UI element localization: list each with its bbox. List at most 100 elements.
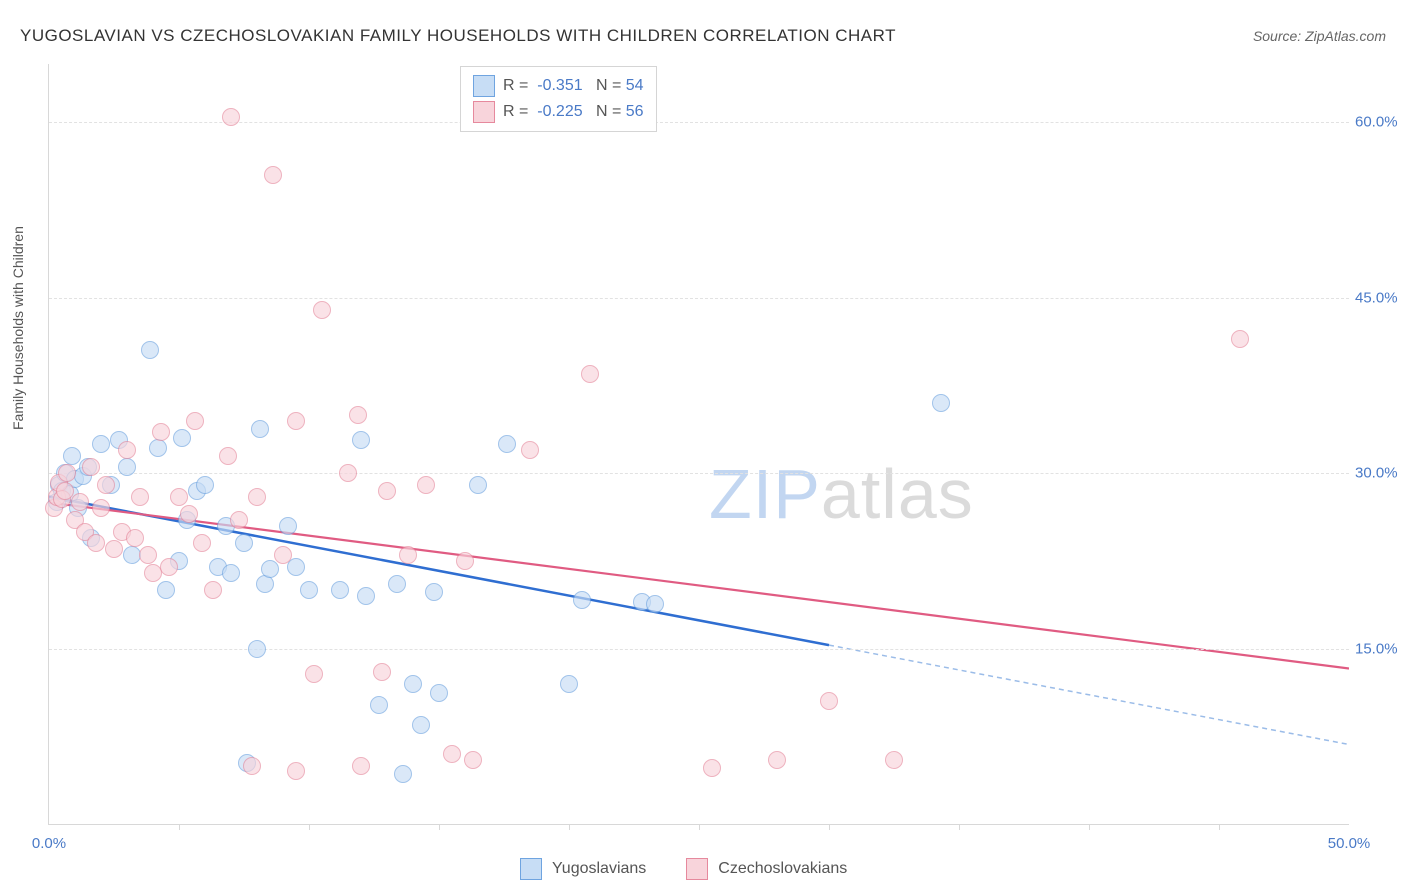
x-tick-mark: [699, 824, 700, 830]
grid-line: [49, 473, 1349, 474]
regression-line-extrapolated: [829, 645, 1349, 744]
chart-title: YUGOSLAVIAN VS CZECHOSLOVAKIAN FAMILY HO…: [20, 26, 896, 46]
legend-swatch: [473, 75, 495, 97]
data-point: [186, 412, 204, 430]
x-tick-label: 0.0%: [32, 835, 66, 852]
x-tick-mark: [439, 824, 440, 830]
data-point: [300, 581, 318, 599]
y-tick-label: 45.0%: [1355, 289, 1406, 306]
series-legend: YugoslaviansCzechoslovakians: [520, 858, 847, 880]
data-point: [464, 751, 482, 769]
stats-legend-row: R = -0.351 N = 54: [473, 73, 644, 99]
data-point: [394, 765, 412, 783]
watermark: ZIPatlas: [709, 454, 974, 534]
data-point: [274, 546, 292, 564]
data-point: [388, 575, 406, 593]
x-tick-mark: [959, 824, 960, 830]
data-point: [768, 751, 786, 769]
grid-line: [49, 122, 1349, 123]
data-point: [339, 464, 357, 482]
data-point: [287, 412, 305, 430]
stats-legend: R = -0.351 N = 54R = -0.225 N = 56: [460, 66, 657, 132]
y-tick-label: 15.0%: [1355, 640, 1406, 657]
data-point: [703, 759, 721, 777]
source-label: Source: ZipAtlas.com: [1253, 28, 1386, 44]
data-point: [118, 441, 136, 459]
legend-swatch: [520, 858, 542, 880]
data-point: [126, 529, 144, 547]
legend-swatch: [473, 101, 495, 123]
data-point: [235, 534, 253, 552]
data-point: [425, 583, 443, 601]
data-point: [521, 441, 539, 459]
chart-plot-area: ZIPatlas 15.0%30.0%45.0%60.0%0.0%50.0%: [48, 64, 1349, 825]
data-point: [378, 482, 396, 500]
data-point: [196, 476, 214, 494]
data-point: [498, 435, 516, 453]
data-point: [92, 499, 110, 517]
data-point: [58, 464, 76, 482]
data-point: [399, 546, 417, 564]
grid-line: [49, 649, 1349, 650]
data-point: [219, 447, 237, 465]
data-point: [141, 341, 159, 359]
data-point: [63, 447, 81, 465]
data-point: [469, 476, 487, 494]
data-point: [560, 675, 578, 693]
x-tick-mark: [829, 824, 830, 830]
data-point: [573, 591, 591, 609]
stats-text: R = -0.351 N = 54: [503, 73, 644, 99]
series-legend-label: Czechoslovakians: [718, 860, 847, 878]
stats-text: R = -0.225 N = 56: [503, 99, 644, 125]
x-tick-mark: [1219, 824, 1220, 830]
data-point: [412, 716, 430, 734]
data-point: [305, 665, 323, 683]
data-point: [313, 301, 331, 319]
regression-line: [49, 502, 1349, 668]
data-point: [581, 365, 599, 383]
data-point: [430, 684, 448, 702]
data-point: [352, 431, 370, 449]
y-tick-label: 30.0%: [1355, 465, 1406, 482]
data-point: [160, 558, 178, 576]
y-axis-label: Family Households with Children: [10, 226, 26, 430]
data-point: [82, 458, 100, 476]
data-point: [331, 581, 349, 599]
data-point: [885, 751, 903, 769]
x-tick-mark: [1089, 824, 1090, 830]
data-point: [204, 581, 222, 599]
data-point: [646, 595, 664, 613]
data-point: [248, 640, 266, 658]
data-point: [157, 581, 175, 599]
data-point: [180, 505, 198, 523]
data-point: [139, 546, 157, 564]
data-point: [193, 534, 211, 552]
legend-swatch: [686, 858, 708, 880]
data-point: [352, 757, 370, 775]
data-point: [92, 435, 110, 453]
data-point: [349, 406, 367, 424]
data-point: [357, 587, 375, 605]
regression-lines-layer: [49, 64, 1349, 824]
data-point: [149, 439, 167, 457]
data-point: [1231, 330, 1249, 348]
series-legend-item: Czechoslovakians: [686, 858, 847, 880]
data-point: [222, 108, 240, 126]
data-point: [105, 540, 123, 558]
data-point: [222, 564, 240, 582]
data-point: [230, 511, 248, 529]
data-point: [404, 675, 422, 693]
x-tick-mark: [309, 824, 310, 830]
data-point: [932, 394, 950, 412]
data-point: [243, 757, 261, 775]
y-tick-label: 60.0%: [1355, 114, 1406, 131]
watermark-atlas: atlas: [821, 455, 974, 533]
data-point: [118, 458, 136, 476]
data-point: [152, 423, 170, 441]
x-tick-mark: [179, 824, 180, 830]
watermark-zip: ZIP: [709, 455, 821, 533]
grid-line: [49, 298, 1349, 299]
data-point: [287, 762, 305, 780]
data-point: [373, 663, 391, 681]
data-point: [56, 482, 74, 500]
